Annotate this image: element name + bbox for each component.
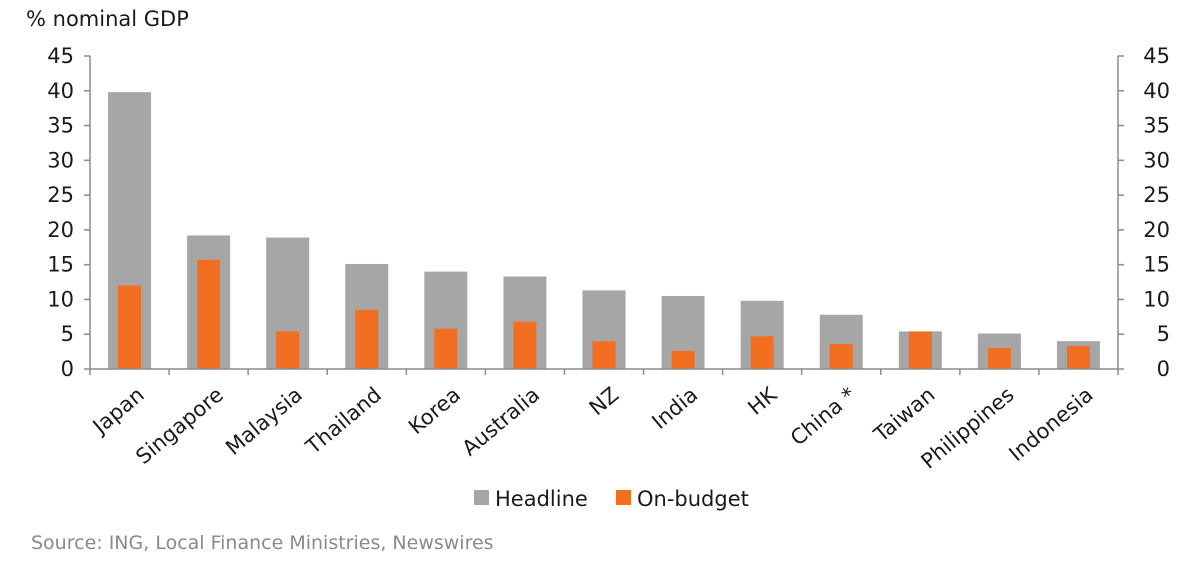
y-tick-label-left: 35	[47, 114, 74, 138]
y-tick-label-right: 20	[1143, 218, 1170, 242]
x-tick-label: Singapore	[131, 382, 228, 468]
x-tick-label: China *	[786, 382, 861, 450]
bar-on-budget-india	[671, 350, 695, 369]
legend-label-headline: Headline	[495, 487, 588, 511]
bar-on-budget-china	[829, 343, 853, 369]
x-tick-label: Japan	[87, 382, 149, 439]
y-tick-label-right: 30	[1143, 148, 1170, 172]
x-tick-label: Thailand	[301, 382, 386, 459]
y-tick-label-right: 35	[1143, 114, 1170, 138]
legend-label-on-budget: On-budget	[637, 487, 749, 511]
y-tick-label-left: 40	[47, 79, 74, 103]
y-tick-label-right: 40	[1143, 79, 1170, 103]
y-tick-label-left: 30	[47, 148, 74, 172]
bar-on-budget-taiwan	[908, 331, 932, 369]
bar-on-budget-korea	[434, 328, 458, 369]
x-tick-label: Taiwan	[869, 382, 940, 447]
y-tick-label-left: 15	[47, 253, 74, 277]
x-tick-label: HK	[743, 382, 782, 420]
y-tick-label-left: 45	[47, 44, 74, 68]
x-tick-label: Malaysia	[221, 382, 307, 459]
bar-on-budget-philippines	[987, 348, 1011, 369]
bar-on-budget-malaysia	[276, 331, 300, 369]
y-tick-label-left: 10	[47, 287, 74, 311]
y-tick-label-left: 25	[47, 183, 74, 207]
legend-swatch-headline	[474, 490, 489, 505]
y-tick-label-right: 15	[1143, 253, 1170, 277]
y-tick-label-right: 45	[1143, 44, 1170, 68]
x-tick-label: Indonesia	[1004, 382, 1097, 466]
bar-on-budget-hk	[750, 336, 774, 369]
x-tick-label: Korea	[404, 382, 465, 439]
y-tick-label-right: 25	[1143, 183, 1170, 207]
x-tick-label: NZ	[585, 382, 623, 420]
y-tick-label-left: 20	[47, 218, 74, 242]
x-tick-label: India	[647, 382, 702, 434]
y-tick-label-left: 0	[61, 357, 74, 381]
bar-on-budget-australia	[513, 321, 537, 369]
bar-on-budget-thailand	[355, 309, 379, 369]
bar-on-budget-japan	[118, 285, 142, 369]
x-tick-label: Australia	[458, 382, 545, 460]
legend: Headline On-budget	[474, 487, 749, 511]
y-tick-label-left: 5	[61, 322, 74, 346]
y-tick-label-right: 10	[1143, 287, 1170, 311]
y-tick-label-right: 0	[1157, 357, 1170, 381]
bar-on-budget-nz	[592, 341, 616, 369]
y-tick-label-right: 5	[1157, 322, 1170, 346]
bar-on-budget-singapore	[197, 259, 221, 369]
source-note: Source: ING, Local Finance Ministries, N…	[31, 532, 494, 554]
y-axis-label: % nominal GDP	[26, 7, 189, 31]
bar-on-budget-indonesia	[1066, 346, 1090, 369]
legend-swatch-on-budget	[616, 490, 631, 505]
